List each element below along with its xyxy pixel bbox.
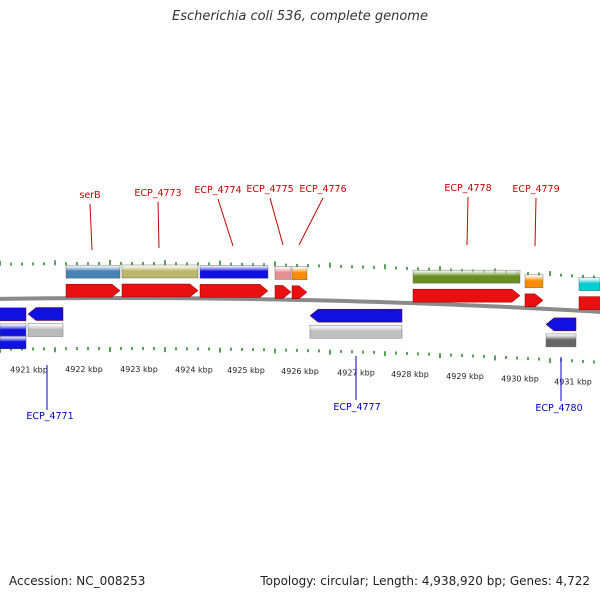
length-label: Length: <box>372 574 419 588</box>
scale-label: 4929 kbp <box>446 372 484 381</box>
cog-block <box>27 323 64 337</box>
scale-label: 4922 kbp <box>65 365 103 374</box>
forward-gene-label: serB <box>79 190 100 201</box>
cog-block <box>412 269 521 284</box>
topology-value: circular <box>320 574 365 588</box>
forward-gene-label: ECP_4774 <box>194 185 241 196</box>
cog-block <box>199 265 269 279</box>
cog-block <box>545 333 577 348</box>
forward-cds-arrow <box>291 285 308 300</box>
forward-label-leader <box>269 197 284 246</box>
cog-block <box>309 324 403 339</box>
forward-cds-arrow <box>412 288 521 303</box>
cog-block <box>0 323 27 338</box>
length-value: 4,938,920 bp <box>421 574 502 588</box>
scale-label: 4926 kbp <box>281 367 319 376</box>
scale-label: 4931 kbp <box>554 377 592 386</box>
scale-label: 4930 kbp <box>501 375 539 384</box>
forward-label-leader <box>157 201 160 249</box>
forward-cds-arrow <box>578 296 600 310</box>
reverse-cds-arrow <box>309 308 403 323</box>
cog-block <box>121 264 199 279</box>
cog-block <box>0 335 27 350</box>
accession-text: Accession: NC_008253 <box>9 574 145 588</box>
scale-label: 4928 kbp <box>391 370 429 379</box>
reverse-gene-label: ECP_4777 <box>333 402 380 413</box>
forward-cds-arrow <box>274 285 292 299</box>
genes-label: Genes: <box>509 574 552 588</box>
forward-gene-label: ECP_4778 <box>444 183 491 194</box>
forward-label-leader <box>466 196 469 246</box>
genome-backbone <box>0 295 600 314</box>
reverse-gene-label: ECP_4780 <box>535 403 582 414</box>
cog-block <box>65 264 121 279</box>
reverse-cds-arrow <box>0 307 27 322</box>
accession-value: NC_008253 <box>76 574 146 588</box>
forward-gene-label: ECP_4775 <box>246 184 293 195</box>
forward-cds-arrow <box>199 284 269 298</box>
scale-label: 4925 kbp <box>227 366 265 375</box>
map-title: Escherichia coli 536, complete genome <box>172 9 428 24</box>
forward-gene-label: ECP_4776 <box>299 184 346 195</box>
genes-value: 4,722 <box>555 574 590 588</box>
forward-cds-arrow <box>65 283 121 298</box>
forward-label-leader <box>298 197 324 246</box>
cog-block <box>291 266 308 280</box>
reverse-cds-arrow <box>545 317 577 332</box>
forward-cds-arrow <box>524 293 544 308</box>
scale-label: 4923 kbp <box>120 365 158 374</box>
forward-label-leader <box>89 203 93 251</box>
forward-cds-arrow <box>121 283 199 298</box>
reverse-cds-arrow <box>27 307 64 321</box>
forward-label-leader <box>534 197 537 247</box>
cog-block <box>524 274 544 289</box>
scale-label: 4924 kbp <box>175 365 213 374</box>
accession-label: Accession: <box>9 574 73 588</box>
genome-summary: Topology: circular; Length: 4,938,920 bp… <box>260 574 590 588</box>
reverse-gene-label: ECP_4771 <box>26 411 73 422</box>
forward-label-leader <box>217 198 234 247</box>
forward-gene-label: ECP_4773 <box>134 188 181 199</box>
cog-block <box>578 277 600 291</box>
cog-block <box>274 266 292 280</box>
topology-label: Topology: <box>260 574 317 588</box>
scale-label: 4921 kbp <box>10 365 48 374</box>
forward-gene-label: ECP_4779 <box>512 184 559 195</box>
